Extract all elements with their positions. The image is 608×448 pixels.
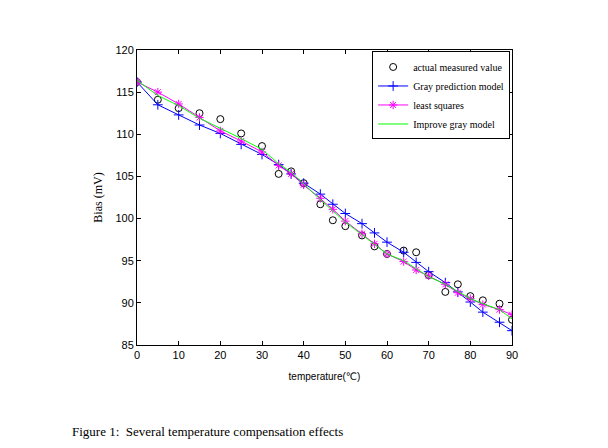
svg-text:50: 50 — [339, 349, 351, 361]
svg-text:actual measured value: actual measured value — [413, 62, 502, 73]
svg-text:30: 30 — [256, 349, 268, 361]
svg-text:100: 100 — [115, 212, 133, 224]
svg-text:60: 60 — [381, 349, 393, 361]
svg-text:20: 20 — [214, 349, 226, 361]
svg-text:110: 110 — [116, 128, 134, 140]
svg-text:0: 0 — [134, 349, 140, 361]
svg-text:90: 90 — [122, 297, 134, 309]
svg-text:40: 40 — [298, 349, 310, 361]
svg-text:Improve gray model: Improve gray model — [413, 119, 495, 130]
svg-text:95: 95 — [122, 255, 134, 267]
svg-text:90: 90 — [506, 349, 518, 361]
svg-text:Bias (mV): Bias (mV) — [91, 172, 105, 222]
svg-text:temperature(℃): temperature(℃) — [289, 371, 361, 382]
svg-text:70: 70 — [423, 349, 435, 361]
svg-text:10: 10 — [173, 349, 185, 361]
svg-text:least squares: least squares — [413, 100, 464, 111]
svg-text:Gray prediction model: Gray prediction model — [413, 81, 504, 92]
svg-text:105: 105 — [115, 170, 133, 182]
svg-text:80: 80 — [464, 349, 476, 361]
svg-text:115: 115 — [116, 86, 134, 98]
svg-text:85: 85 — [122, 339, 134, 351]
svg-text:120: 120 — [115, 44, 133, 56]
svg-text:Figure 1: Several temperature: Figure 1: Several temperature compensati… — [72, 424, 343, 439]
